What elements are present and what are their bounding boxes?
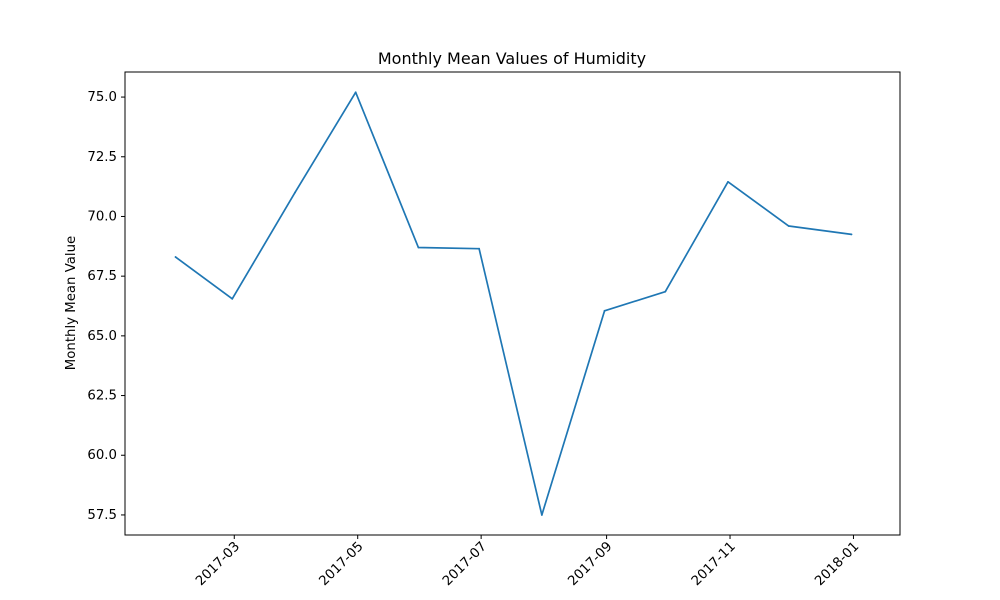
data-point <box>850 233 853 236</box>
chart-title: Monthly Mean Values of Humidity <box>378 49 646 68</box>
x-tick-label: 2017-07 <box>440 539 490 589</box>
data-point <box>727 180 729 183</box>
y-tick-label: 57.5 <box>87 508 117 523</box>
series-line <box>174 91 853 516</box>
plot-area <box>174 91 853 516</box>
data-point <box>231 297 234 300</box>
y-tick-label: 60.0 <box>87 448 117 463</box>
data-point <box>174 256 177 258</box>
data-point <box>354 91 357 94</box>
data-point <box>540 514 543 516</box>
x-tick-label: 2017-11 <box>689 539 739 589</box>
x-tick-label: 2018-01 <box>812 539 862 589</box>
data-point <box>603 309 606 312</box>
y-tick-label: 62.5 <box>87 389 117 404</box>
x-tick-label: 2017-03 <box>193 539 243 589</box>
data-point <box>417 246 420 249</box>
x-axis: 2017-03 2017-05 2017-07 2017-09 2017-11 2018-… <box>193 535 862 589</box>
y-tick-label: 70.0 <box>87 209 117 224</box>
data-point <box>478 247 481 250</box>
data-point <box>294 191 296 194</box>
y-tick-label: 75.0 <box>87 90 117 105</box>
y-tick-label: 72.5 <box>87 150 117 165</box>
plot-frame <box>124 71 901 536</box>
data-point <box>787 225 790 227</box>
x-tick-label: 2017-09 <box>566 539 616 589</box>
y-tick-label: 65.0 <box>87 329 117 344</box>
y-axis: 57.5 60.0 62.5 65.0 67.5 70.0 72.5 75.0 <box>87 90 125 523</box>
data-point <box>664 290 667 293</box>
y-tick-label: 67.5 <box>87 269 117 284</box>
y-axis-title: Monthly Mean Value <box>64 236 79 370</box>
x-tick-label: 2017-05 <box>317 539 367 589</box>
